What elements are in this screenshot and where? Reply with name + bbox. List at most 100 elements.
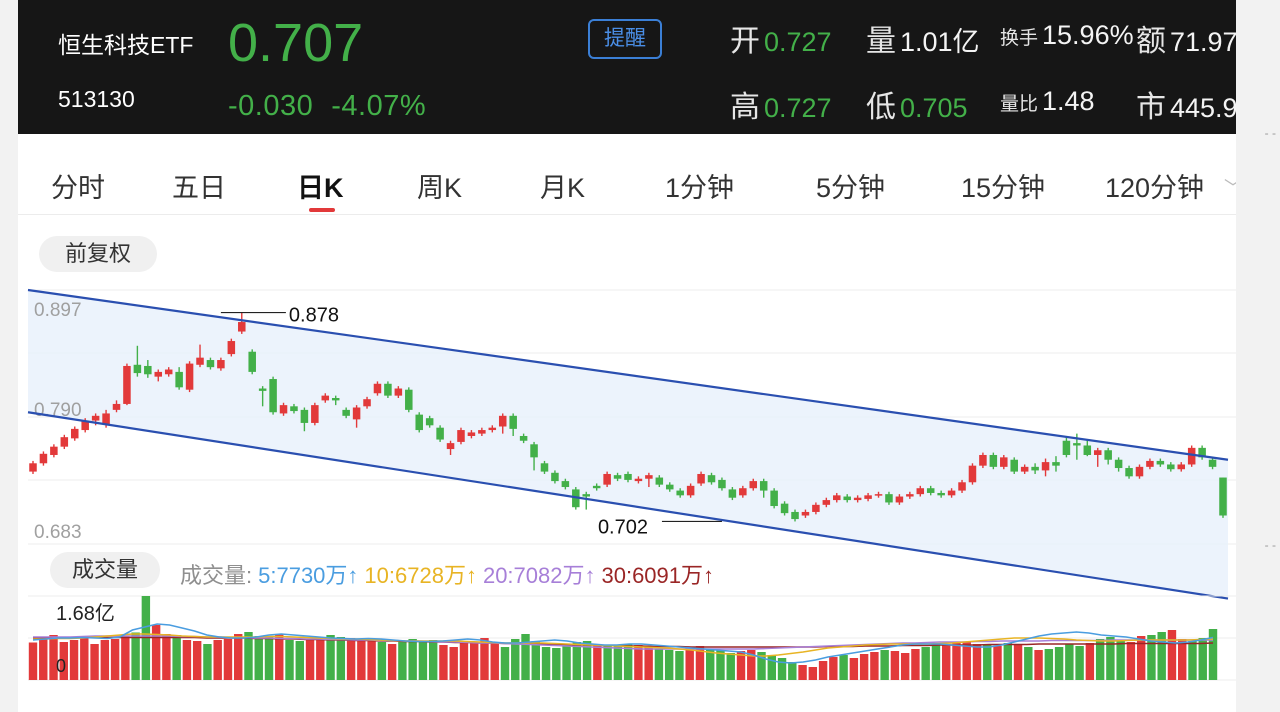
tab-monthly-k[interactable]: 月K <box>540 173 586 203</box>
volume-bar <box>983 645 992 680</box>
edge-marker: - - <box>1264 538 1276 552</box>
candle-body <box>1020 466 1029 472</box>
candle-body <box>425 418 434 426</box>
candle-body <box>624 473 632 480</box>
volume-bar <box>859 654 869 680</box>
price-axis-max: 0.897 <box>34 300 82 321</box>
volume-bar <box>931 645 941 680</box>
volume-bar <box>398 642 407 680</box>
volume-bar <box>1024 647 1033 680</box>
channel-upper-line <box>27 288 1229 461</box>
turnover-label: 换手 <box>1000 28 1039 49</box>
volume-bar <box>203 644 212 680</box>
volume-bar <box>408 639 417 680</box>
candle-body <box>144 365 152 375</box>
volume-bar <box>28 642 38 680</box>
candle-body <box>582 494 591 497</box>
candle-body <box>50 446 58 455</box>
volume-bar <box>192 641 202 680</box>
volume-bar <box>562 645 571 680</box>
volume-bar <box>767 655 776 680</box>
tab-1min[interactable]: 1分钟 <box>665 173 735 203</box>
high-stat: 高 0.727 <box>730 82 832 126</box>
candle-body <box>822 500 831 505</box>
tab-daily-k[interactable]: 日K <box>297 173 344 203</box>
volume-indicator-button[interactable]: 成交量 <box>50 552 160 588</box>
candle-body <box>394 388 403 396</box>
candle-body <box>906 494 914 497</box>
volume-bar <box>254 636 263 680</box>
volume-bar <box>1157 632 1166 680</box>
tab-15min[interactable]: 15分钟 <box>961 173 1046 203</box>
volume-bar <box>921 647 930 680</box>
volume-bar <box>1198 638 1207 680</box>
candle-body <box>133 364 142 374</box>
candle-body <box>1104 450 1112 460</box>
low-stat: 低 0.705 <box>866 82 968 126</box>
market-cap-stat: 市 445.9 <box>1136 82 1236 126</box>
volume-bar <box>706 649 715 680</box>
candle-body <box>1208 459 1217 467</box>
price-adjust-button[interactable]: 前复权 <box>39 236 157 272</box>
volume-bar <box>121 636 130 680</box>
volume-bar <box>162 634 171 680</box>
period-tabs: 分时 五日 日K 周K 月K 1分钟 5分钟 15分钟 120分钟 ﹀ <box>18 134 1236 215</box>
volume-bar <box>942 644 951 680</box>
candle-body <box>363 399 371 407</box>
volume-bar <box>39 638 48 680</box>
volume-bar <box>387 644 397 680</box>
tab-intraday[interactable]: 分时 <box>51 173 105 203</box>
volume-bar <box>275 634 284 680</box>
volume-bar <box>890 651 900 680</box>
volume-bar <box>870 652 879 680</box>
volume-bar <box>644 646 653 680</box>
tab-five-day[interactable]: 五日 <box>172 173 226 203</box>
remind-button[interactable]: 提醒 <box>588 19 662 59</box>
volume-value: 1.01亿 <box>900 27 980 57</box>
open-label: 开 <box>730 25 760 58</box>
candle-body <box>29 463 37 472</box>
candle-body <box>1177 464 1186 470</box>
volume-ratio-stat: 量比 1.48 <box>1000 86 1095 117</box>
volume-bar <box>172 635 181 680</box>
volume-bar <box>736 651 746 680</box>
candle-body <box>112 403 121 410</box>
volume-bar <box>470 642 479 680</box>
volume-bar <box>1095 639 1105 680</box>
last-price: 0.707 <box>228 13 364 73</box>
candle-body <box>551 472 559 482</box>
candle-body <box>1031 466 1039 471</box>
volume-bar <box>911 649 920 680</box>
volume-bar <box>69 640 79 680</box>
volume-ma10-line <box>33 633 1214 657</box>
tab-weekly-k[interactable]: 周K <box>417 173 463 203</box>
candle-body <box>1052 462 1060 466</box>
candle-body <box>39 453 48 464</box>
volume-bar <box>900 653 910 680</box>
volume-bar <box>972 644 982 680</box>
candle-body <box>1093 450 1102 455</box>
more-tabs-chevron-icon[interactable]: ﹀ <box>1224 174 1236 200</box>
candle-body <box>1041 462 1050 471</box>
candle-body <box>1062 440 1071 455</box>
candle-body <box>916 488 925 495</box>
volume-bar <box>1188 641 1197 680</box>
volume-bar <box>818 661 828 680</box>
volume-bar <box>336 637 346 680</box>
candle-body <box>1073 443 1081 446</box>
candle-body <box>645 475 653 479</box>
turnover-value: 15.96% <box>1042 20 1134 50</box>
tab-120min[interactable]: 120分钟 <box>1105 173 1205 203</box>
candle-body <box>311 405 319 423</box>
candle-body <box>1135 466 1144 477</box>
candle-body <box>958 482 966 491</box>
candle-body <box>227 341 236 355</box>
volume-bar <box>757 652 766 680</box>
tab-5min[interactable]: 5分钟 <box>816 173 886 203</box>
candle-body <box>467 432 476 436</box>
candle-body <box>613 475 622 479</box>
volume-bar <box>1003 643 1012 680</box>
volume-bar <box>59 642 68 680</box>
volume-stat: 量 1.01亿 <box>866 16 980 60</box>
volume-bar <box>316 637 325 680</box>
